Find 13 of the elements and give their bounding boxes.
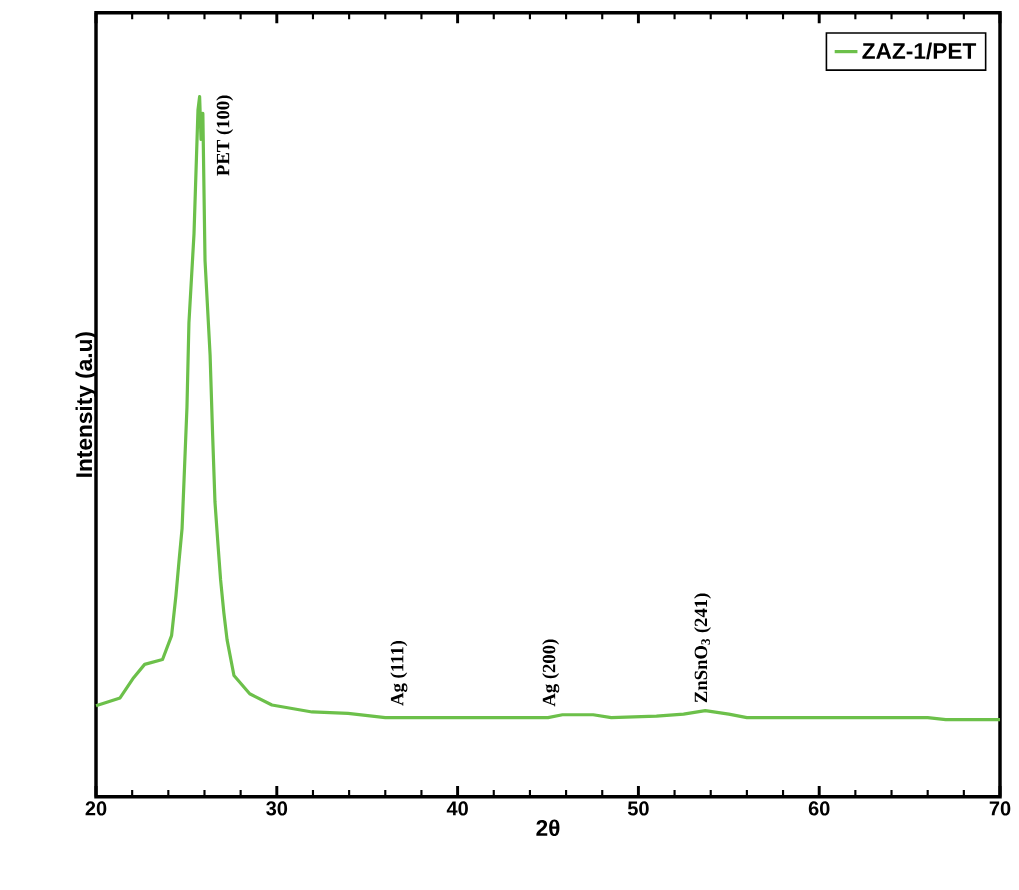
x-tick-label: 60 bbox=[808, 801, 830, 816]
legend-label: ZAZ-1/PET bbox=[862, 42, 977, 60]
annotation: PET (100) bbox=[216, 95, 234, 176]
x-tick-label: 20 bbox=[85, 801, 107, 816]
annotation: Ag (111) bbox=[390, 640, 408, 706]
annotation: ZnSnO$_{3}$ (241) bbox=[694, 593, 711, 703]
x-tick-label: 50 bbox=[627, 801, 649, 816]
x-tick-label: 70 bbox=[989, 801, 1011, 816]
y-axis-title: Intensity (a.u) bbox=[75, 332, 97, 477]
x-tick-label: 40 bbox=[446, 801, 468, 816]
x-axis-title: 2θ bbox=[536, 819, 560, 837]
annotation: Ag (200) bbox=[542, 639, 560, 707]
x-tick-label: 30 bbox=[266, 801, 288, 816]
